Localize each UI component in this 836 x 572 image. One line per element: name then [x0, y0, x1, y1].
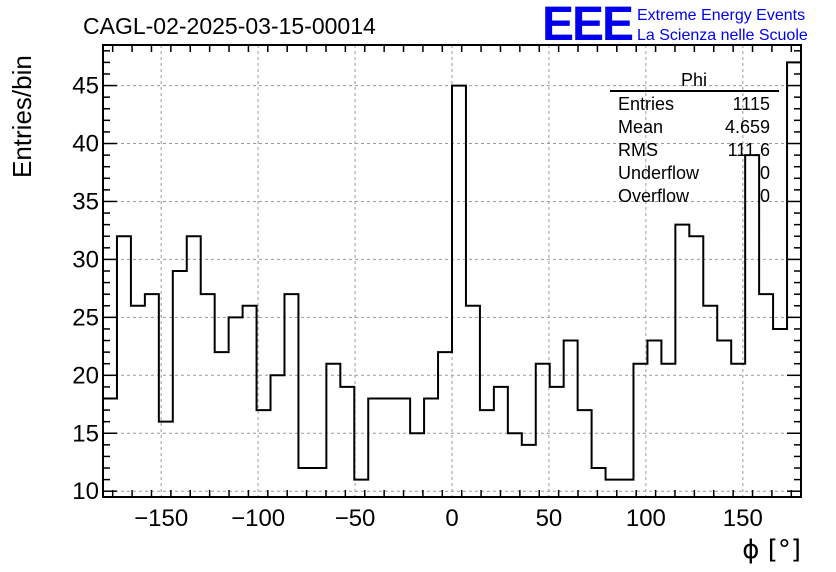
stats-row-label: Underflow: [618, 163, 700, 183]
eee-logo: EEE Extreme Energy Events La Scienza nel…: [542, 0, 808, 51]
stats-row-label: RMS: [618, 140, 658, 160]
y-tick-label: 30: [72, 246, 99, 273]
logo-line-1: Extreme Energy Events: [637, 7, 805, 24]
x-tick-labels: −150 −100 −50 0 50 100 150: [134, 505, 763, 532]
chart-title: CAGL-02-2025-03-15-00014: [83, 13, 376, 39]
x-tick-label: 0: [445, 505, 458, 532]
x-tick-label: 50: [536, 505, 563, 532]
stats-row-value: 4.659: [725, 117, 770, 137]
x-tick-label: −100: [231, 505, 285, 532]
x-tick-label: 150: [723, 505, 763, 532]
y-tick-labels: 10 15 20 25 30 35 40 45: [72, 73, 99, 506]
y-tick-label: 15: [72, 420, 99, 447]
y-axis-ticks: [103, 50, 801, 492]
stats-row-value: 0: [760, 186, 770, 206]
y-tick-label: 40: [72, 131, 99, 158]
stats-row-value: 111.6: [728, 140, 770, 160]
y-axis-label: Entries/bin: [7, 55, 37, 178]
stats-box: Phi Entries 1115 Mean 4.659 RMS 111.6 Underflo…: [610, 70, 779, 206]
x-tick-label: 100: [626, 505, 666, 532]
y-tick-label: 25: [72, 304, 99, 331]
y-tick-label: 45: [72, 73, 99, 100]
stats-row-label: Mean: [618, 117, 663, 137]
y-tick-label: 35: [72, 188, 99, 215]
x-tick-label: −50: [335, 505, 376, 532]
stats-row-label: Overflow: [618, 186, 690, 206]
x-axis-ticks: [111, 45, 793, 497]
x-axis-label: ϕ [°]: [742, 535, 801, 565]
stats-title: Phi: [681, 70, 707, 90]
y-tick-label: 20: [72, 362, 99, 389]
y-tick-label: 10: [72, 478, 99, 505]
logo-line-2: La Scienza nelle Scuole: [637, 27, 808, 44]
stats-row-value: 1115: [733, 94, 770, 114]
histogram-line: [103, 61, 801, 481]
x-tick-label: −150: [134, 505, 188, 532]
stats-row-value: 0: [760, 163, 770, 183]
eee-logo-mark: EEE: [542, 0, 633, 51]
stats-row-label: Entries: [618, 94, 674, 114]
